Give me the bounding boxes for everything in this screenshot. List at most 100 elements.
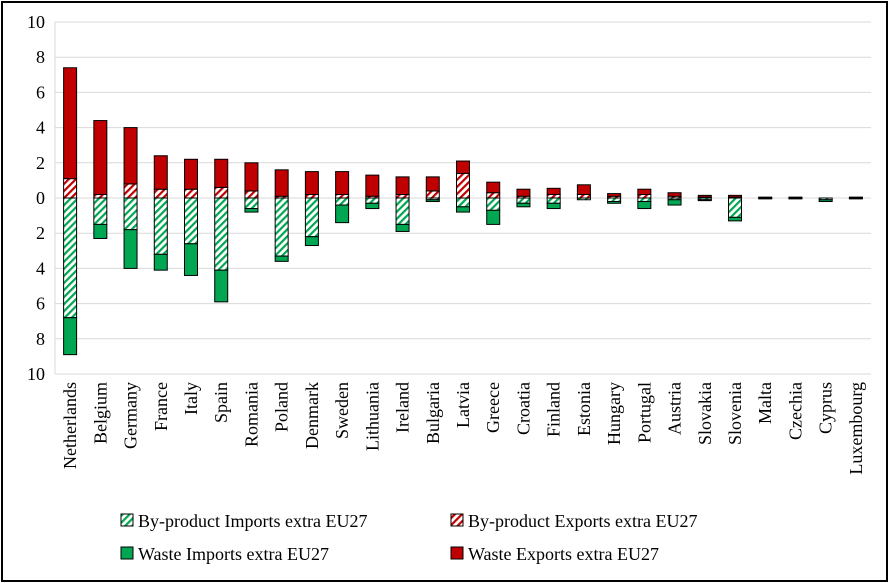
bar-segment [637,201,652,210]
x-category-label: Hungary [604,382,624,445]
bar-segment [214,269,229,303]
bar-segment [637,197,652,203]
bar-segment [456,160,470,174]
x-category-label: Spain [211,382,231,423]
bar-segment [728,197,742,218]
x-category-label: Luxembourg [846,382,866,475]
legend-swatch [120,546,134,560]
bar-segment [546,193,561,199]
bar-segment [184,188,198,199]
bars [63,67,863,356]
bar-segment [335,193,350,199]
bar-segment [697,199,712,202]
bar-segment [456,172,470,199]
x-axis-categories: Netherlands Belgium Germany France Italy Spai… [60,382,866,475]
x-category-label: Austria [665,382,685,435]
bar-segment [123,183,138,199]
bar-segment [244,190,259,199]
legend-swatch [120,513,134,527]
x-category-label: Denmark [302,382,322,449]
x-category-label: Latvia [453,382,473,428]
x-category-label: Cyprus [816,382,836,434]
legend-label: By-product Imports extra EU27 [138,511,367,531]
bar-chart: 10 8 6 4 2 0 2 4 6 8 10 Netherlands Belgium Germany F… [27,12,871,564]
legend-label: By-product Exports extra EU27 [468,511,697,531]
bar-segment [546,187,561,195]
x-category-label: Netherlands [60,382,80,469]
x-category-label: Czechia [785,382,805,440]
bar-segment [365,197,380,204]
bar-segment [93,197,108,225]
x-category-label: Croatia [513,382,533,435]
bar-segment [244,162,259,192]
bar-segment [516,202,531,208]
y-tick-label: 6 [36,82,45,102]
bar-segment [304,193,319,199]
bar-segment [395,193,410,199]
bar-segment [93,223,108,239]
legend-swatch [450,546,464,560]
bar-segment [304,171,319,195]
bar-segment [335,171,350,195]
bar-segment [153,197,168,255]
bar-segment [304,236,319,247]
bar-segment [667,199,682,206]
x-category-label: Malta [755,382,775,424]
bar-segment [425,199,440,203]
x-category-label: Slovakia [695,382,715,445]
x-category-label: France [151,382,171,431]
bar-segment [184,197,198,245]
bar-segment [788,196,803,199]
y-tick-label: 10 [27,364,45,384]
x-category-label: Italy [181,382,201,415]
bar-segment [486,192,501,199]
bar-segment [395,197,410,225]
bar-segment [123,229,138,269]
bar-segment [304,197,319,238]
y-tick-label: 4 [36,258,45,278]
bar-segment [63,317,78,356]
x-category-label: Estonia [574,382,594,436]
y-axis-ticks: 10 8 6 4 2 0 2 4 6 8 10 [27,12,45,384]
bar-segment [486,181,501,194]
bar-segment [274,197,289,257]
x-category-label: Slovenia [725,382,745,445]
bar-segment [456,197,470,208]
bar-segment [274,169,289,197]
bar-segment [425,190,440,199]
y-tick-label: 6 [36,294,45,314]
bar-segment [93,193,108,199]
x-category-label: Lithuania [362,382,382,451]
bar-segment [697,194,712,198]
bar-segment [516,197,531,204]
bar-segment [758,196,773,199]
bar-segment [63,178,78,199]
bar-segment [244,197,259,210]
x-category-label: Portugal [634,382,654,443]
x-category-label: Finland [544,382,564,437]
bar-segment [576,184,591,195]
bar-segment [93,120,108,195]
bar-segment [63,67,78,180]
legend-label: Waste Exports extra EU27 [468,544,659,564]
y-tick-label: 8 [36,329,45,349]
bar-segment [516,188,531,197]
legend-label: Waste Imports extra EU27 [138,544,329,564]
y-tick-label: 2 [36,223,45,243]
bar-segment [546,197,561,204]
bar-segment [576,193,591,199]
bar-segment [848,196,863,199]
y-tick-label: 10 [27,12,45,32]
y-tick-label: 0 [36,188,45,208]
bar-segment [214,158,229,188]
x-category-label: Germany [121,382,141,449]
bar-segment [335,197,350,206]
x-category-label: Bulgaria [423,382,443,444]
bar-segment [667,192,682,197]
bar-segment [395,223,410,232]
x-category-label: Sweden [332,382,352,439]
legend-swatch [450,513,464,527]
bar-segment [425,176,440,192]
bar-segment [456,206,470,213]
